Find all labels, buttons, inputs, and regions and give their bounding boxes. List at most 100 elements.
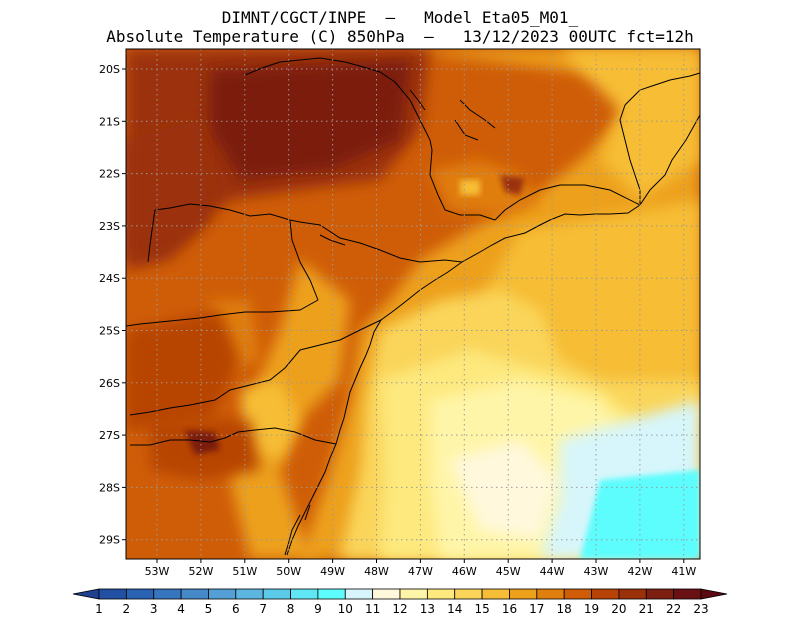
colorbar: 1 2 3 4 5 6 7 8 9 10 11 12 13 14 15 16 17 18 19 20 21 22 23 (72, 588, 728, 616)
lon-tick-label: 47W (408, 565, 433, 578)
colorbar-level-label: 12 (392, 602, 407, 616)
lon-tick-label: 51W (232, 565, 257, 578)
colorbar-swatch (262, 588, 291, 600)
field-darkred-west (126, 120, 210, 270)
colorbar-swatch (208, 588, 237, 600)
colorbar-swatch (153, 588, 182, 600)
lat-tick-label: 29S (99, 534, 120, 547)
lagoon-rs (284, 504, 311, 556)
lat-tick-label: 26S (99, 377, 120, 390)
lon-tick-label: 52W (188, 565, 213, 578)
lon-tick-label: 44W (540, 565, 565, 578)
temperature-field (126, 49, 700, 559)
map-frame (125, 48, 701, 560)
chart-title-line-1: DIMNT/CGCT/INPE — Model Eta05_M01_ (221, 8, 579, 27)
colorbar-level-label: 14 (447, 602, 462, 616)
colorbar-level-label: 20 (611, 602, 626, 616)
lon-tick-label: 46W (452, 565, 477, 578)
lon-tick-label: 43W (584, 565, 609, 578)
colorbar-swatch (618, 588, 647, 600)
colorbar-level-label: 8 (287, 602, 295, 616)
colorbar-level-label: 21 (639, 602, 654, 616)
colorbar-level-label: 18 (557, 602, 572, 616)
reservoir-line-1 (454, 99, 496, 141)
lat-tick-label: 25S (99, 325, 120, 338)
field-maroon-core (210, 60, 410, 180)
colorbar-swatch (125, 588, 155, 600)
colorbar-swatch (372, 588, 401, 600)
lat-tick-label: 23S (99, 220, 120, 233)
colorbar-level-label: 2 (123, 602, 131, 616)
lon-tick-label: 49W (320, 565, 345, 578)
lat-tick-label: 21S (99, 115, 120, 128)
colorbar-level-label: 17 (529, 602, 544, 616)
colorbar-level-label: 10 (338, 602, 353, 616)
colorbar-level-label: 6 (232, 602, 240, 616)
state-border-sp-pr (154, 203, 463, 263)
coastline (286, 114, 700, 556)
lon-tick-label: 48W (364, 565, 389, 578)
field-gold-south (240, 380, 300, 460)
border-west-1 (147, 209, 156, 263)
latitude-axis: 20S 21S 22S 23S 24S 25S 26S 27S 28S 29S (99, 63, 126, 547)
colorbar-level-label: 19 (584, 602, 599, 616)
field-gold-ne (560, 49, 700, 200)
colorbar-level-label: 23 (693, 602, 708, 616)
state-border-mg-sp (244, 57, 496, 221)
colorbar-swatch (399, 588, 428, 600)
state-border-ms-pr (289, 219, 319, 301)
colorbar-swatch (426, 588, 456, 600)
colorbar-level-label: 13 (420, 602, 435, 616)
graticule (126, 49, 700, 559)
colorbar-swatch (591, 588, 620, 600)
state-border-pr-sc (129, 319, 382, 416)
colorbar-swatch (290, 588, 319, 600)
colorbar-swatch (454, 588, 483, 600)
state-border-mg-rj (494, 184, 641, 221)
lon-tick-label: 45W (496, 565, 521, 578)
lon-tick-label: 42W (627, 565, 652, 578)
colorbar-level-label: 16 (502, 602, 517, 616)
colorbar-level-label: 3 (150, 602, 158, 616)
colorbar-swatch (563, 588, 592, 600)
colorbar-level-label: 22 (666, 602, 681, 616)
colorbar-swatch (317, 588, 346, 600)
colorbar-swatch (344, 588, 374, 600)
colorbar-swatch (509, 588, 538, 600)
lat-tick-label: 22S (99, 168, 120, 181)
colorbar-swatch (481, 588, 510, 600)
lat-tick-label: 28S (99, 481, 120, 494)
state-border-ba-mg (624, 72, 700, 106)
lat-tick-label: 24S (99, 272, 120, 285)
colorbar-swatch (180, 588, 209, 600)
longitude-axis: 53W 52W 51W 50W 49W 48W 47W 46W 45W 44W 43W 42W 41W (145, 559, 696, 578)
colorbar-arrow-low (72, 588, 100, 600)
lon-tick-label: 41W (671, 565, 696, 578)
field-cream (450, 440, 560, 540)
colorbar-arrow-high (700, 588, 728, 600)
colorbar-swatch (673, 588, 702, 600)
colorbar-level-label: 1 (95, 602, 103, 616)
colorbar-level-label: 7 (259, 602, 267, 616)
border-west-2 (126, 299, 319, 327)
colorbar-level-label: 9 (314, 602, 322, 616)
colorbar-level-label: 4 (177, 602, 185, 616)
lat-tick-label: 27S (99, 429, 120, 442)
colorbar-level-label: 15 (474, 602, 489, 616)
lon-tick-label: 50W (276, 565, 301, 578)
field-maroon-rs (185, 430, 220, 455)
chart-title-line-2: Absolute Temperature (C) 850hPa — 13/12/… (106, 27, 694, 46)
colorbar-swatch (235, 588, 264, 600)
lon-tick-label: 53W (145, 565, 170, 578)
lat-tick-label: 20S (99, 63, 120, 76)
colorbar-swatch (98, 588, 127, 600)
field-red-sw (126, 310, 240, 430)
colorbar-level-label: 5 (205, 602, 213, 616)
colorbar-level-label: 11 (365, 602, 380, 616)
colorbar-swatch (536, 588, 565, 600)
colorbar-swatch (645, 588, 675, 600)
reservoir-line-2 (319, 89, 426, 246)
field-gold-sp (460, 180, 480, 195)
field-red-sp-core (500, 175, 525, 195)
